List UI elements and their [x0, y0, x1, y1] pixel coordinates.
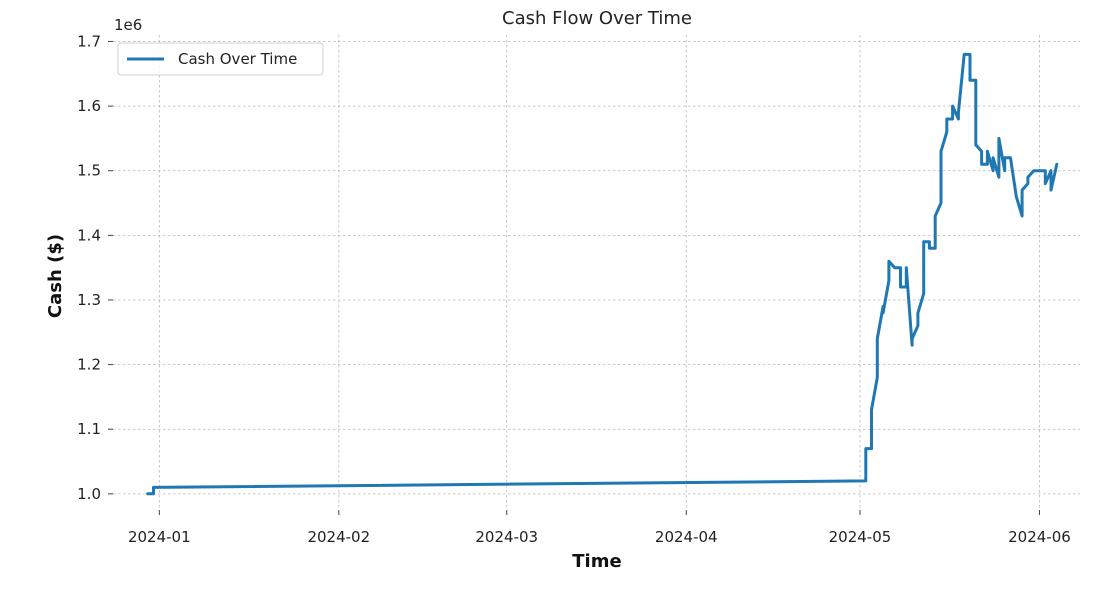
y-tick-label: 1.1 [77, 420, 101, 438]
x-tick-label: 2024-03 [475, 528, 538, 546]
series-line-0 [146, 52, 1059, 496]
y-axis-label: Cash ($) [45, 234, 66, 318]
y-tick-label: 1.7 [77, 32, 101, 50]
y-tick-label: 1.3 [77, 291, 101, 309]
x-tick-label: 2024-04 [655, 528, 718, 546]
legend-box [117, 42, 324, 76]
grid-lines [113, 35, 1080, 510]
y-tick-label: 1.0 [77, 485, 101, 503]
legend: Cash Over Time [117, 42, 324, 76]
x-tick-label: 2024-01 [128, 528, 191, 546]
x-axis-label: Time [572, 551, 621, 572]
x-tick-label: 2024-02 [307, 528, 370, 546]
series-layer [146, 52, 1059, 496]
y-tick-label: 1.5 [77, 162, 101, 180]
x-tick-label: 2024-05 [829, 528, 892, 546]
y-tick-label: 1.6 [77, 97, 101, 115]
x-axis-ticks: 2024-01 2024-02 2024-03 2024-04 2024-05 2024-… [128, 510, 1071, 546]
chart-title: Cash Flow Over Time [502, 8, 692, 29]
y-offset-text: 1e6 [114, 16, 142, 34]
y-tick-label: 1.2 [77, 356, 101, 374]
y-tick-label: 1.4 [77, 226, 101, 244]
x-tick-label: 2024-06 [1008, 528, 1071, 546]
legend-label: Cash Over Time [178, 50, 297, 68]
y-axis-ticks: 1.0 1.1 1.2 1.3 1.4 1.5 1.6 1.7 [77, 32, 113, 503]
